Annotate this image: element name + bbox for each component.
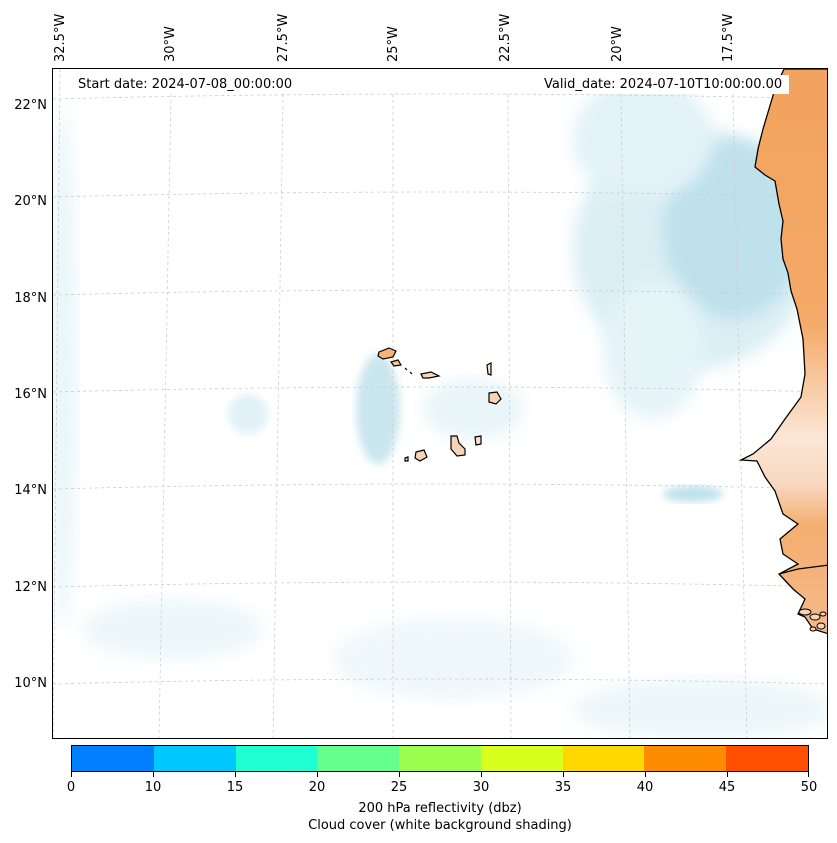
cloud-cover-shading bbox=[53, 79, 827, 738]
colorbar-tick bbox=[71, 772, 72, 777]
bissagos-islands bbox=[798, 608, 827, 632]
colorbar-tick bbox=[235, 772, 236, 777]
colorbar-tick-label: 45 bbox=[718, 780, 736, 795]
latitude-label: 22°N bbox=[14, 98, 47, 113]
graticule-gridlines bbox=[53, 69, 827, 738]
valid-date-annotation: Valid_date: 2024-07-10T10:00:00.00 bbox=[537, 75, 790, 94]
colorbar-segment bbox=[644, 746, 727, 771]
colorbar-label-reflectivity: 200 hPa reflectivity (dbz) bbox=[358, 801, 522, 816]
colorbar-tick-label: 40 bbox=[636, 780, 654, 795]
map-canvas bbox=[53, 69, 827, 738]
colorbar-tick-label: 20 bbox=[308, 780, 326, 795]
latitude-label: 12°N bbox=[14, 580, 47, 595]
longitude-label: 17.5°W bbox=[721, 13, 736, 62]
longitude-label: 27.5°W bbox=[276, 13, 291, 62]
cape-verde-islands bbox=[377, 347, 502, 462]
west-africa-landmass bbox=[738, 69, 827, 635]
start-date-annotation: Start date: 2024-07-08_00:00:00 bbox=[71, 75, 300, 94]
colorbar-segment bbox=[726, 746, 809, 771]
colorbar-tick bbox=[808, 772, 809, 777]
latitude-label: 14°N bbox=[14, 483, 47, 498]
colorbar-tick bbox=[153, 772, 154, 777]
colorbar-tick bbox=[399, 772, 400, 777]
colorbar-tick-label: 25 bbox=[390, 780, 408, 795]
colorbar-tick bbox=[317, 772, 318, 777]
colorbar-segment bbox=[153, 746, 236, 771]
colorbar-tick bbox=[645, 772, 646, 777]
latitude-label: 20°N bbox=[14, 194, 47, 209]
latitude-label: 16°N bbox=[14, 387, 47, 402]
longitude-label: 30°W bbox=[163, 26, 178, 62]
colorbar-segment bbox=[317, 746, 400, 771]
colorbar-tick-label: 30 bbox=[472, 780, 490, 795]
colorbar-tick bbox=[563, 772, 564, 777]
colorbar-tick-label: 35 bbox=[554, 780, 572, 795]
colorbar-tick-label: 15 bbox=[226, 780, 244, 795]
colorbar-tick-label: 10 bbox=[144, 780, 162, 795]
longitude-label: 32.5°W bbox=[53, 13, 68, 62]
colorbar-tick bbox=[727, 772, 728, 777]
reflectivity-colorbar bbox=[71, 745, 809, 772]
longitude-label: 22.5°W bbox=[498, 13, 513, 62]
colorbar-label-cloud-cover: Cloud cover (white background shading) bbox=[308, 818, 572, 833]
longitude-label: 25°W bbox=[386, 26, 401, 62]
longitude-label: 20°W bbox=[610, 26, 625, 62]
colorbar-segment bbox=[72, 746, 154, 771]
colorbar-segment bbox=[562, 746, 645, 771]
gambia-river-coast bbox=[778, 564, 827, 575]
colorbar-tick bbox=[481, 772, 482, 777]
colorbar-segment bbox=[480, 746, 563, 771]
latitude-label: 10°N bbox=[14, 676, 47, 691]
colorbar-segment bbox=[235, 746, 318, 771]
colorbar-tick-label: 0 bbox=[66, 780, 76, 795]
colorbar-tick-label: 50 bbox=[800, 780, 818, 795]
latitude-label: 18°N bbox=[14, 291, 47, 306]
colorbar-segment bbox=[399, 746, 481, 771]
map-panel bbox=[52, 68, 828, 739]
